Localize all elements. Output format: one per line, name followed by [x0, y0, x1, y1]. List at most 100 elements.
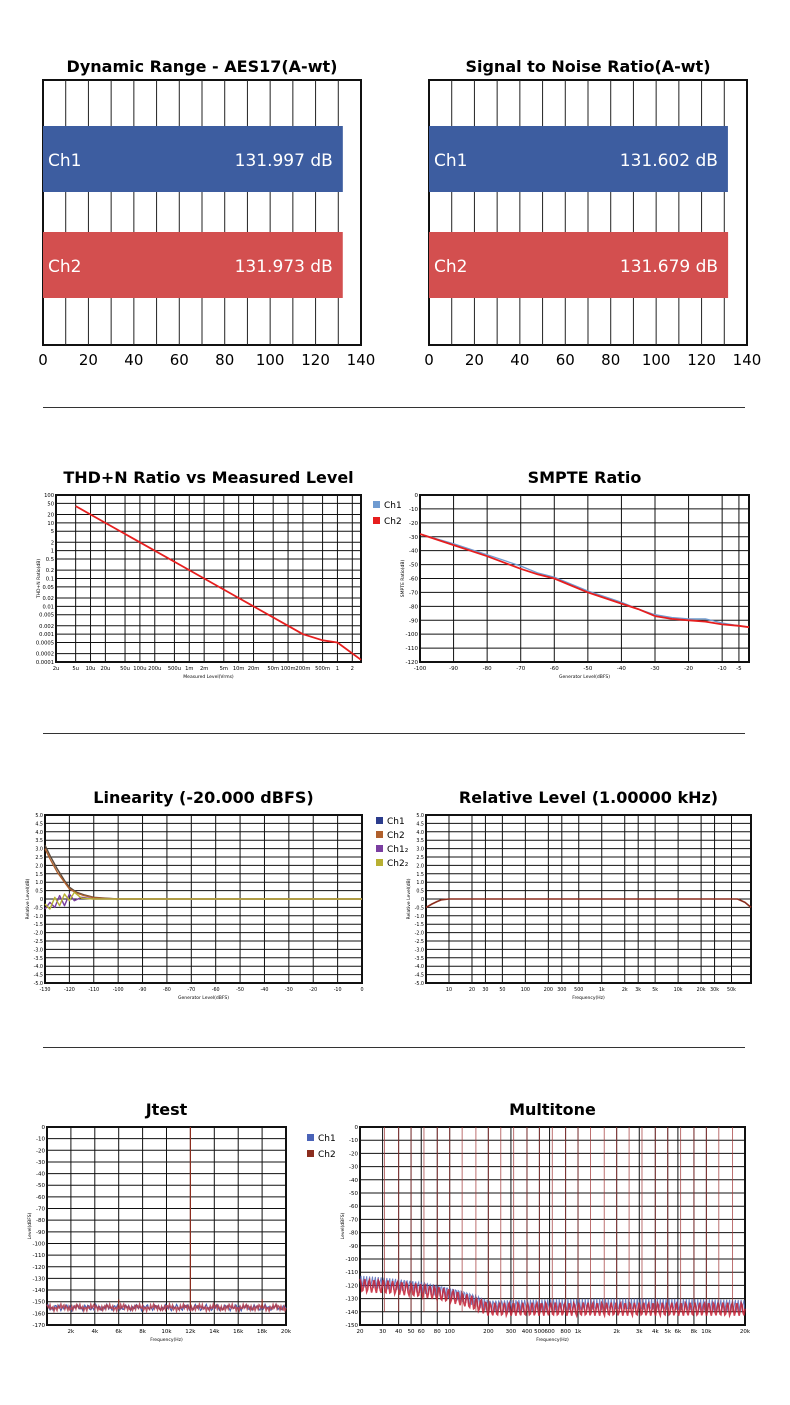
- y-tick-label: -130: [33, 1276, 46, 1282]
- y-tick-label: 0.1: [46, 577, 54, 583]
- x-tick-label: 16k: [233, 1329, 244, 1335]
- y-tick-label: -70: [36, 1207, 45, 1213]
- y-tick-label: 1.0: [35, 880, 43, 886]
- bar-ch1: [429, 126, 728, 192]
- x-tick-label: 500: [534, 1329, 545, 1335]
- y-tick-label: 0.5: [416, 889, 424, 895]
- bar-ch2: [429, 232, 729, 298]
- x-tick-label: 10k: [161, 1329, 172, 1335]
- y-tick-label: 0.0002: [36, 652, 54, 658]
- y-tick-label: -130: [346, 1297, 359, 1303]
- y-tick-label: 0.5: [46, 557, 54, 563]
- x-tick-label: 5u: [72, 666, 79, 672]
- series-ch1: [419, 533, 750, 628]
- y-tick-label: 0.002: [39, 624, 54, 630]
- y-tick-label: 3.0: [35, 847, 43, 853]
- bar-value-label: 131.602 dB: [620, 151, 718, 171]
- x-tick-label: 6k: [115, 1329, 122, 1335]
- bar-value-label: 131.997 dB: [235, 151, 333, 171]
- y-tick-label: -4.0: [34, 964, 43, 970]
- y-tick-label: -140: [346, 1310, 359, 1316]
- x-tick-label: 10u: [86, 666, 96, 672]
- x-tick-label: 500m: [315, 666, 330, 672]
- x-tick-label: 2k: [613, 1329, 620, 1335]
- x-tick-label: 100m: [281, 666, 296, 672]
- x-tick-label: 100: [444, 1329, 455, 1335]
- x-tick-label: 4k: [652, 1329, 659, 1335]
- series-ch2: [46, 1301, 287, 1314]
- y-tick-label: -170: [33, 1323, 46, 1329]
- jtest-chart: Jtest 0 -10 -20 -30 -40 -50 -60 -70 -80 -90 -100 -11…: [0, 1085, 355, 1355]
- y-tick-label: 3.5: [416, 838, 424, 844]
- legend-label: Ch2: [384, 517, 402, 527]
- y-tick-label: -3.0: [34, 947, 43, 953]
- legend-swatch: [376, 845, 383, 852]
- x-tick-label: -50: [236, 987, 244, 993]
- bar-ch2: [43, 232, 343, 298]
- y-tick-label: -3.5: [34, 956, 43, 962]
- x-tick-label: 10: [446, 987, 452, 993]
- y-tick-label: 2.5: [416, 855, 424, 861]
- x-tick-label: 50m: [267, 666, 279, 672]
- series-ch2: [419, 533, 750, 629]
- y-tick-label: -100: [33, 1241, 46, 1247]
- y-tick-label: -50: [36, 1183, 45, 1189]
- bar-value-label: 131.973 dB: [235, 257, 333, 277]
- y-tick-label: 1: [51, 549, 54, 555]
- x-tick-label: 20: [79, 351, 98, 369]
- divider: [43, 407, 745, 408]
- y-tick-label: -2.5: [34, 939, 43, 945]
- x-tick-label: -100: [113, 987, 124, 993]
- x-tick-label: -90: [139, 987, 147, 993]
- x-tick-label: 30: [379, 1329, 386, 1335]
- chart-title: Relative Level (1.00000 kHz): [459, 788, 718, 807]
- y-tick-label: -90: [36, 1230, 45, 1236]
- x-tick-label: -70: [187, 987, 195, 993]
- y-tick-label: -3.5: [415, 956, 424, 962]
- legend-swatch: [373, 517, 380, 524]
- x-tick-label: -5: [736, 666, 742, 672]
- y-tick-label: -100: [406, 632, 419, 638]
- x-tick-label: 30k: [710, 987, 719, 993]
- y-tick-label: 0.0001: [36, 660, 54, 666]
- x-tick-label: 5m: [220, 666, 228, 672]
- x-tick-label: 5k: [652, 987, 658, 993]
- x-tick-label: 100u: [133, 666, 146, 672]
- x-tick-label: -30: [651, 666, 660, 672]
- y-tick-label: 0: [421, 897, 424, 903]
- y-tick-label: -4.5: [415, 973, 424, 979]
- x-tick-label: 20: [469, 987, 475, 993]
- divider: [43, 733, 745, 734]
- chart-title: Dynamic Range - AES17(A-wt): [67, 57, 338, 76]
- x-tick-label: -20: [684, 666, 693, 672]
- x-tick-label: -30: [285, 987, 293, 993]
- x-tick-label: 2: [351, 666, 354, 672]
- y-tick-label: 100: [44, 493, 54, 499]
- relative-level-chart: Relative Level (1.00000 kHz) 5.0 4.5 4.0 3.5…: [395, 775, 790, 1005]
- y-tick-label: 0: [40, 897, 43, 903]
- x-tick-label: -80: [163, 987, 171, 993]
- y-tick-label: -2.0: [34, 931, 43, 937]
- x-tick-label: 12k: [185, 1329, 196, 1335]
- y-tick-label: -30: [409, 535, 418, 541]
- y-tick-label: 5.0: [416, 813, 424, 819]
- y-tick-label: -2.0: [415, 931, 424, 937]
- x-tick-label: 4k: [91, 1329, 98, 1335]
- x-tick-label: 60: [170, 351, 189, 369]
- y-tick-label: 0: [42, 1125, 46, 1131]
- x-tick-label: 10m: [233, 666, 245, 672]
- y-tick-label: -80: [349, 1231, 358, 1237]
- x-tick-label: 120: [301, 351, 330, 369]
- x-tick-label: -40: [617, 666, 626, 672]
- y-tick-label: -70: [349, 1217, 358, 1223]
- legend-swatch: [307, 1150, 314, 1157]
- y-tick-label: -110: [346, 1270, 359, 1276]
- y-axis-label: Relative Level(dB): [25, 878, 31, 919]
- y-tick-label: -120: [346, 1283, 359, 1289]
- multitone-chart-svg: Multitone 0 -10 -20 -30 -40 -50 -60 -70 -80 -90 -10…: [340, 1100, 751, 1343]
- x-tick-label: 100: [642, 351, 671, 369]
- x-tick-label: 800: [560, 1329, 571, 1335]
- y-tick-label: -20: [349, 1151, 358, 1157]
- chart-title: SMPTE Ratio: [528, 468, 642, 487]
- y-tick-label: -1.0: [415, 914, 424, 920]
